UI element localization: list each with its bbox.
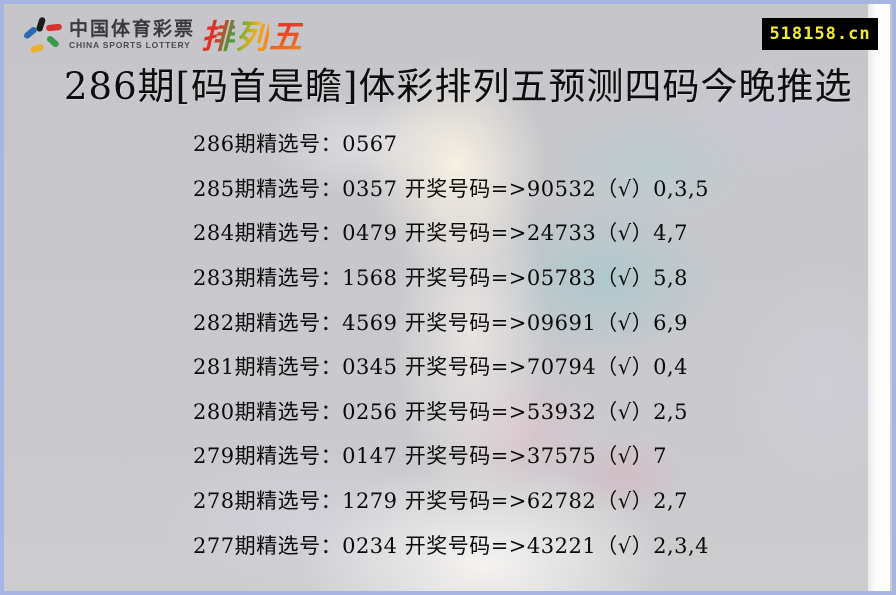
- prediction-row: 286期精选号：0567: [193, 132, 398, 157]
- prediction-row: 280期精选号：0256 开奖号码=>53932（√）2,5: [193, 399, 688, 424]
- fairy-background-art: [4, 4, 892, 591]
- prediction-row: 285期精选号：0357 开奖号码=>90532（√）0,3,5: [193, 176, 710, 201]
- china-sports-lottery-logo-icon: [24, 17, 62, 53]
- prediction-row: 284期精选号：0479 开奖号码=>24733（√）4,7: [193, 221, 688, 246]
- product-char-2: 列: [235, 18, 270, 55]
- prediction-row: 281期精选号：0345 开奖号码=>70794（√）0,4: [193, 355, 688, 380]
- brand-text: 中国体育彩票 CHINA SPORTS LOTTERY: [69, 19, 196, 51]
- header: 中国体育彩票 CHINA SPORTS LOTTERY 排列五: [22, 16, 303, 58]
- product-char-1: 排: [201, 18, 236, 55]
- brand-name-chinese: 中国体育彩票: [69, 19, 196, 40]
- prediction-row: 283期精选号：1568 开奖号码=>05783（√）5,8: [193, 266, 688, 291]
- page-title: 286期[码首是瞻]体彩排列五预测四码今晚推选: [64, 65, 853, 108]
- brand-name-english: CHINA SPORTS LOTTERY: [69, 40, 191, 50]
- prediction-row: 282期精选号：4569 开奖号码=>09691（√）6,9: [193, 310, 688, 335]
- prediction-row: 279期精选号：0147 开奖号码=>37575（√）7: [193, 444, 667, 469]
- prediction-row: 278期精选号：1279 开奖号码=>62782（√）2,7: [193, 489, 688, 514]
- prediction-row: 277期精选号：0234 开奖号码=>43221（√）2,3,4: [193, 533, 710, 558]
- right-page-strip: [868, 4, 890, 591]
- product-char-3: 五: [269, 18, 304, 55]
- site-domain-badge: 518158.cn: [762, 18, 878, 50]
- product-name-pailiewu: 排列五: [201, 16, 303, 58]
- prediction-list: 286期精选号：0567 285期精选号：0357 开奖号码=>90532（√）0…: [193, 121, 709, 567]
